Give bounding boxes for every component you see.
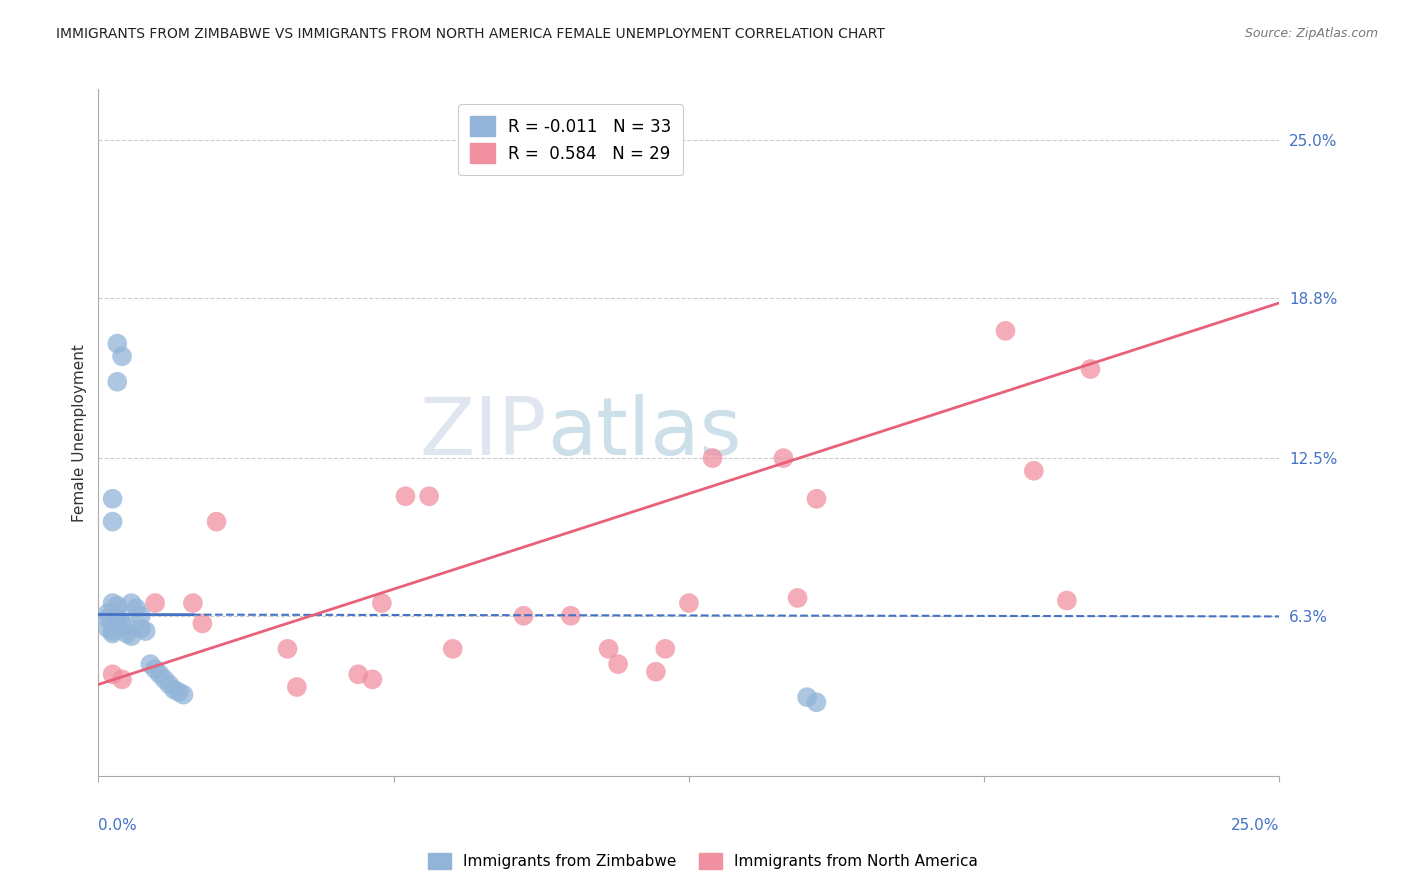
Point bbox=[97, 606, 120, 620]
Legend: R = -0.011   N = 33, R =  0.584   N = 29: R = -0.011 N = 33, R = 0.584 N = 29 bbox=[458, 104, 683, 175]
Point bbox=[105, 611, 128, 625]
Point bbox=[560, 608, 582, 623]
Point bbox=[105, 375, 128, 389]
Point bbox=[644, 665, 666, 679]
Point bbox=[347, 667, 370, 681]
Point bbox=[111, 349, 134, 363]
Point bbox=[678, 596, 700, 610]
Point bbox=[121, 629, 143, 643]
Point bbox=[129, 622, 152, 636]
Point bbox=[139, 657, 162, 672]
Text: IMMIGRANTS FROM ZIMBABWE VS IMMIGRANTS FROM NORTH AMERICA FEMALE UNEMPLOYMENT CO: IMMIGRANTS FROM ZIMBABWE VS IMMIGRANTS F… bbox=[56, 27, 886, 41]
Point bbox=[796, 690, 818, 705]
Point bbox=[105, 599, 128, 613]
Point bbox=[149, 667, 172, 681]
Text: ZIP: ZIP bbox=[420, 393, 547, 472]
Point bbox=[1056, 593, 1078, 607]
Point bbox=[97, 611, 120, 625]
Text: 0.0%: 0.0% bbox=[98, 818, 138, 833]
Point bbox=[276, 641, 298, 656]
Point bbox=[607, 657, 630, 672]
Point bbox=[371, 596, 394, 610]
Point bbox=[101, 667, 124, 681]
Point bbox=[115, 626, 138, 640]
Point bbox=[111, 616, 134, 631]
Point bbox=[157, 677, 180, 691]
Point bbox=[191, 616, 214, 631]
Point bbox=[167, 685, 190, 699]
Point bbox=[441, 641, 464, 656]
Point bbox=[153, 673, 176, 687]
Legend: Immigrants from Zimbabwe, Immigrants from North America: Immigrants from Zimbabwe, Immigrants fro… bbox=[422, 847, 984, 875]
Point bbox=[135, 624, 157, 638]
Point bbox=[115, 619, 138, 633]
Point bbox=[418, 489, 440, 503]
Point bbox=[806, 491, 828, 506]
Point bbox=[361, 673, 384, 687]
Point bbox=[172, 688, 194, 702]
Point bbox=[143, 596, 166, 610]
Point bbox=[121, 596, 143, 610]
Point bbox=[125, 601, 148, 615]
Text: 25.0%: 25.0% bbox=[1232, 818, 1279, 833]
Point bbox=[101, 624, 124, 638]
Text: atlas: atlas bbox=[547, 393, 741, 472]
Point bbox=[205, 515, 228, 529]
Point bbox=[101, 626, 124, 640]
Point bbox=[1080, 362, 1102, 376]
Point bbox=[111, 673, 134, 687]
Point bbox=[786, 591, 808, 605]
Point bbox=[394, 489, 416, 503]
Point bbox=[163, 682, 186, 697]
Point bbox=[512, 608, 534, 623]
Point bbox=[101, 596, 124, 610]
Point bbox=[772, 451, 794, 466]
Text: Source: ZipAtlas.com: Source: ZipAtlas.com bbox=[1244, 27, 1378, 40]
Point bbox=[806, 695, 828, 709]
Point bbox=[101, 491, 124, 506]
Point bbox=[994, 324, 1017, 338]
Point bbox=[97, 622, 120, 636]
Point bbox=[143, 662, 166, 676]
Point bbox=[285, 680, 308, 694]
Point bbox=[702, 451, 724, 466]
Point bbox=[101, 515, 124, 529]
Point bbox=[598, 641, 620, 656]
Point bbox=[654, 641, 676, 656]
Point bbox=[105, 336, 128, 351]
Point bbox=[129, 608, 152, 623]
Y-axis label: Female Unemployment: Female Unemployment bbox=[72, 343, 87, 522]
Point bbox=[181, 596, 204, 610]
Point bbox=[105, 608, 128, 623]
Point bbox=[1022, 464, 1045, 478]
